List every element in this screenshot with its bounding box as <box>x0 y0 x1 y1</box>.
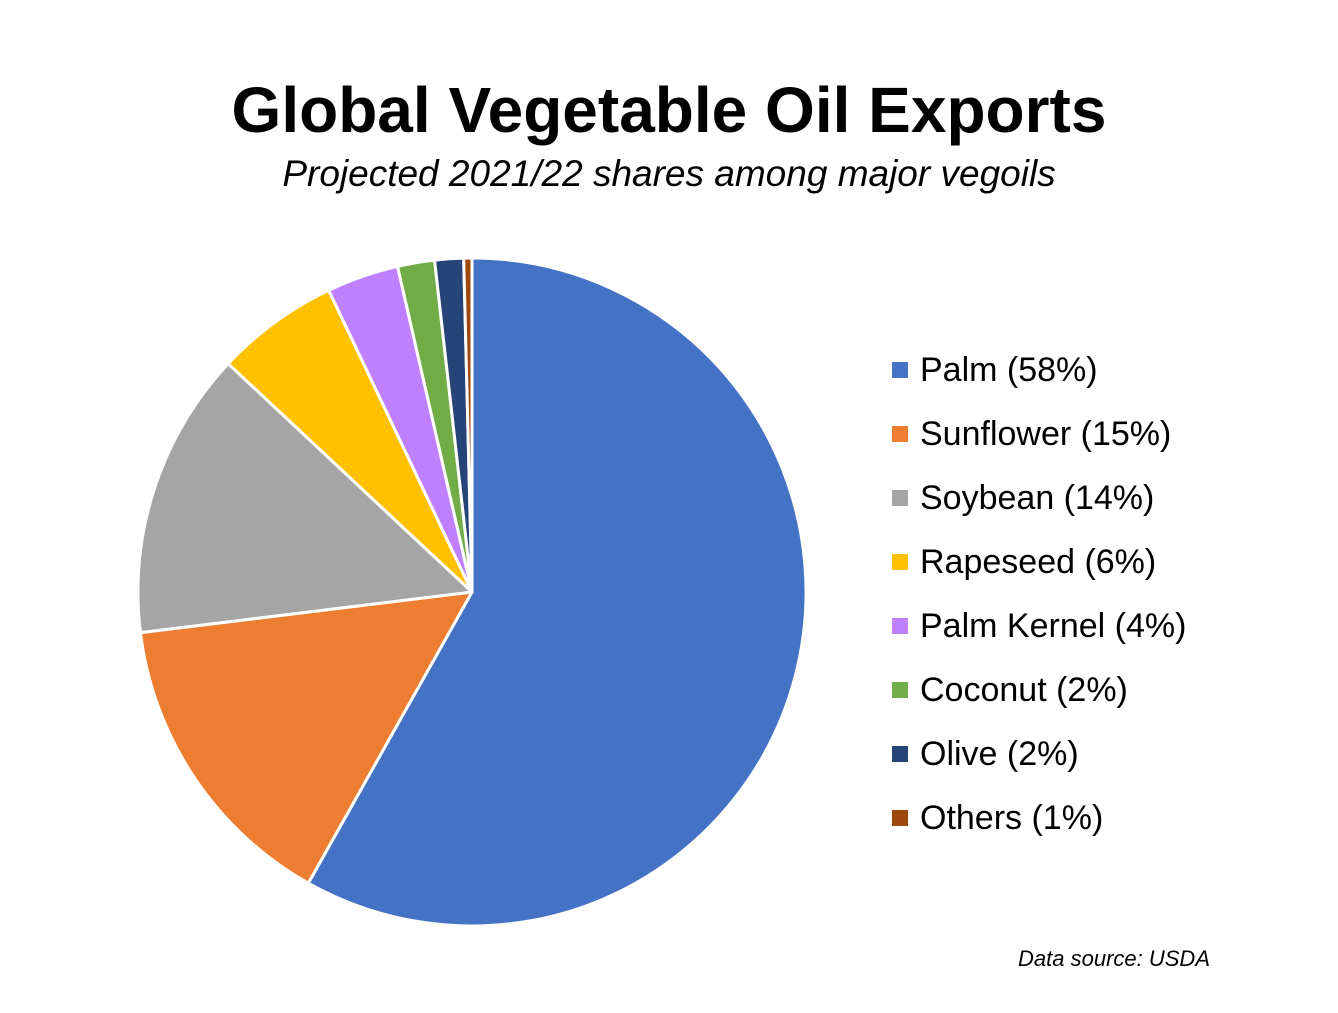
legend-swatch <box>892 554 908 570</box>
legend-label: Rapeseed (6%) <box>920 543 1157 581</box>
chart-legend: Palm (58%) Sunflower (15%) Soybean (14%) Ra… <box>892 338 1186 850</box>
legend-label: Others (1%) <box>920 799 1104 837</box>
pie-chart <box>136 256 808 928</box>
legend-swatch <box>892 490 908 506</box>
legend-item-rapeseed: Rapeseed (6%) <box>892 530 1186 594</box>
legend-item-coconut: Coconut (2%) <box>892 658 1186 722</box>
legend-item-olive: Olive (2%) <box>892 722 1186 786</box>
pie-slice-others <box>462 256 474 594</box>
legend-label: Olive (2%) <box>920 735 1079 773</box>
legend-item-palm-kernel: Palm Kernel (4%) <box>892 594 1186 658</box>
legend-item-palm: Palm (58%) <box>892 338 1186 402</box>
pie-slice-palm <box>306 256 808 928</box>
legend-label: Coconut (2%) <box>920 671 1128 709</box>
legend-item-others: Others (1%) <box>892 786 1186 850</box>
legend-swatch <box>892 618 908 634</box>
data-source-note: Data source: USDA <box>1018 946 1210 971</box>
legend-swatch <box>892 746 908 762</box>
legend-item-soybean: Soybean (14%) <box>892 466 1186 530</box>
legend-label: Sunflower (15%) <box>920 415 1172 453</box>
pie-slice-sunflower <box>138 590 474 885</box>
legend-swatch <box>892 362 908 378</box>
legend-swatch <box>892 426 908 442</box>
chart-title: Global Vegetable Oil Exports <box>231 74 1107 146</box>
legend-swatch <box>892 682 908 698</box>
legend-label: Palm Kernel (4%) <box>920 607 1187 645</box>
pie-slice-rapeseed <box>226 288 474 594</box>
legend-item-sunflower: Sunflower (15%) <box>892 402 1186 466</box>
chart-subtitle: Projected 2021/22 shares among major veg… <box>282 153 1056 194</box>
pie-slice-soybean <box>136 362 474 635</box>
legend-label: Palm (58%) <box>920 351 1098 389</box>
legend-swatch <box>892 810 908 826</box>
legend-label: Soybean (14%) <box>920 479 1155 517</box>
